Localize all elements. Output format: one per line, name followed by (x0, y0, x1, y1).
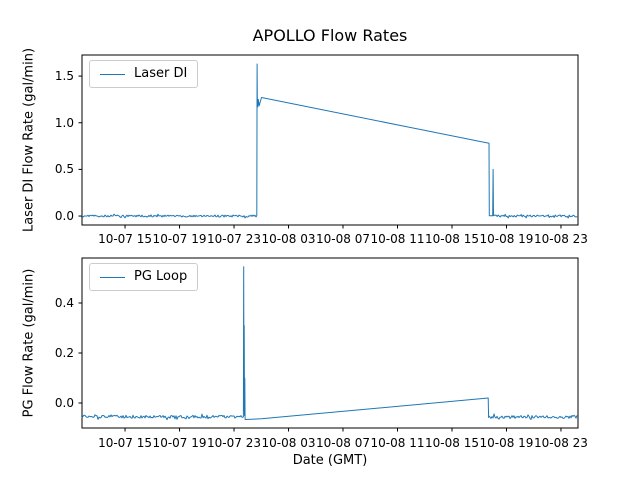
y-tick-label: 0.5 (54, 162, 74, 177)
x-tick-label: 10-08 15 (425, 232, 479, 246)
x-axis-label: Date (GMT) (292, 453, 368, 468)
y-tick-label: 0.4 (54, 296, 74, 310)
x-tick-label: 10-08 23 (533, 232, 588, 246)
x-tick-label: 10-07 19 (152, 232, 207, 246)
x-tick-label: 10-08 11 (370, 232, 425, 246)
x-tick-label: 10-08 19 (479, 232, 534, 246)
x-tick-label: 10-08 07 (316, 232, 370, 246)
x-tick-label: 10-08 03 (261, 436, 316, 450)
y-tick-label: 0.0 (54, 396, 74, 410)
laser-di-legend-line-icon (100, 73, 125, 75)
y-tick-label: 1.5 (54, 69, 74, 84)
axes-border (81, 54, 579, 226)
x-tick-label: 10-08 15 (425, 436, 479, 450)
x-tick-label: 10-07 19 (152, 436, 207, 450)
x-tick-label: 10-08 19 (479, 436, 534, 450)
pg-loop-line (81, 266, 578, 421)
x-tick-label: 10-08 07 (316, 436, 370, 450)
x-tick-label: 10-07 23 (207, 232, 261, 246)
x-tick-label: 10-08 23 (533, 436, 588, 450)
x-tick-label: 10-07 15 (98, 436, 153, 450)
top-legend: Laser DI (89, 60, 199, 88)
laser-di-line (81, 63, 578, 219)
x-tick-label: 10-07 15 (98, 232, 153, 246)
x-tick-label: 10-07 23 (207, 436, 261, 450)
x-tick-label: 10-08 03 (261, 232, 316, 246)
y-tick-label: 0.0 (54, 209, 74, 224)
laser-di-legend-label: Laser DI (134, 66, 188, 81)
chart-title: APOLLO Flow Rates (252, 26, 408, 45)
pg-loop-legend-label: PG Loop (134, 269, 188, 284)
bottom-legend: PG Loop (89, 263, 199, 291)
pg-loop-legend-line-icon (100, 276, 125, 278)
axes-border (81, 257, 579, 429)
x-tick-label: 10-08 11 (370, 436, 425, 450)
y-tick-label: 0.2 (54, 346, 74, 360)
y-tick-label: 1.0 (54, 115, 74, 130)
